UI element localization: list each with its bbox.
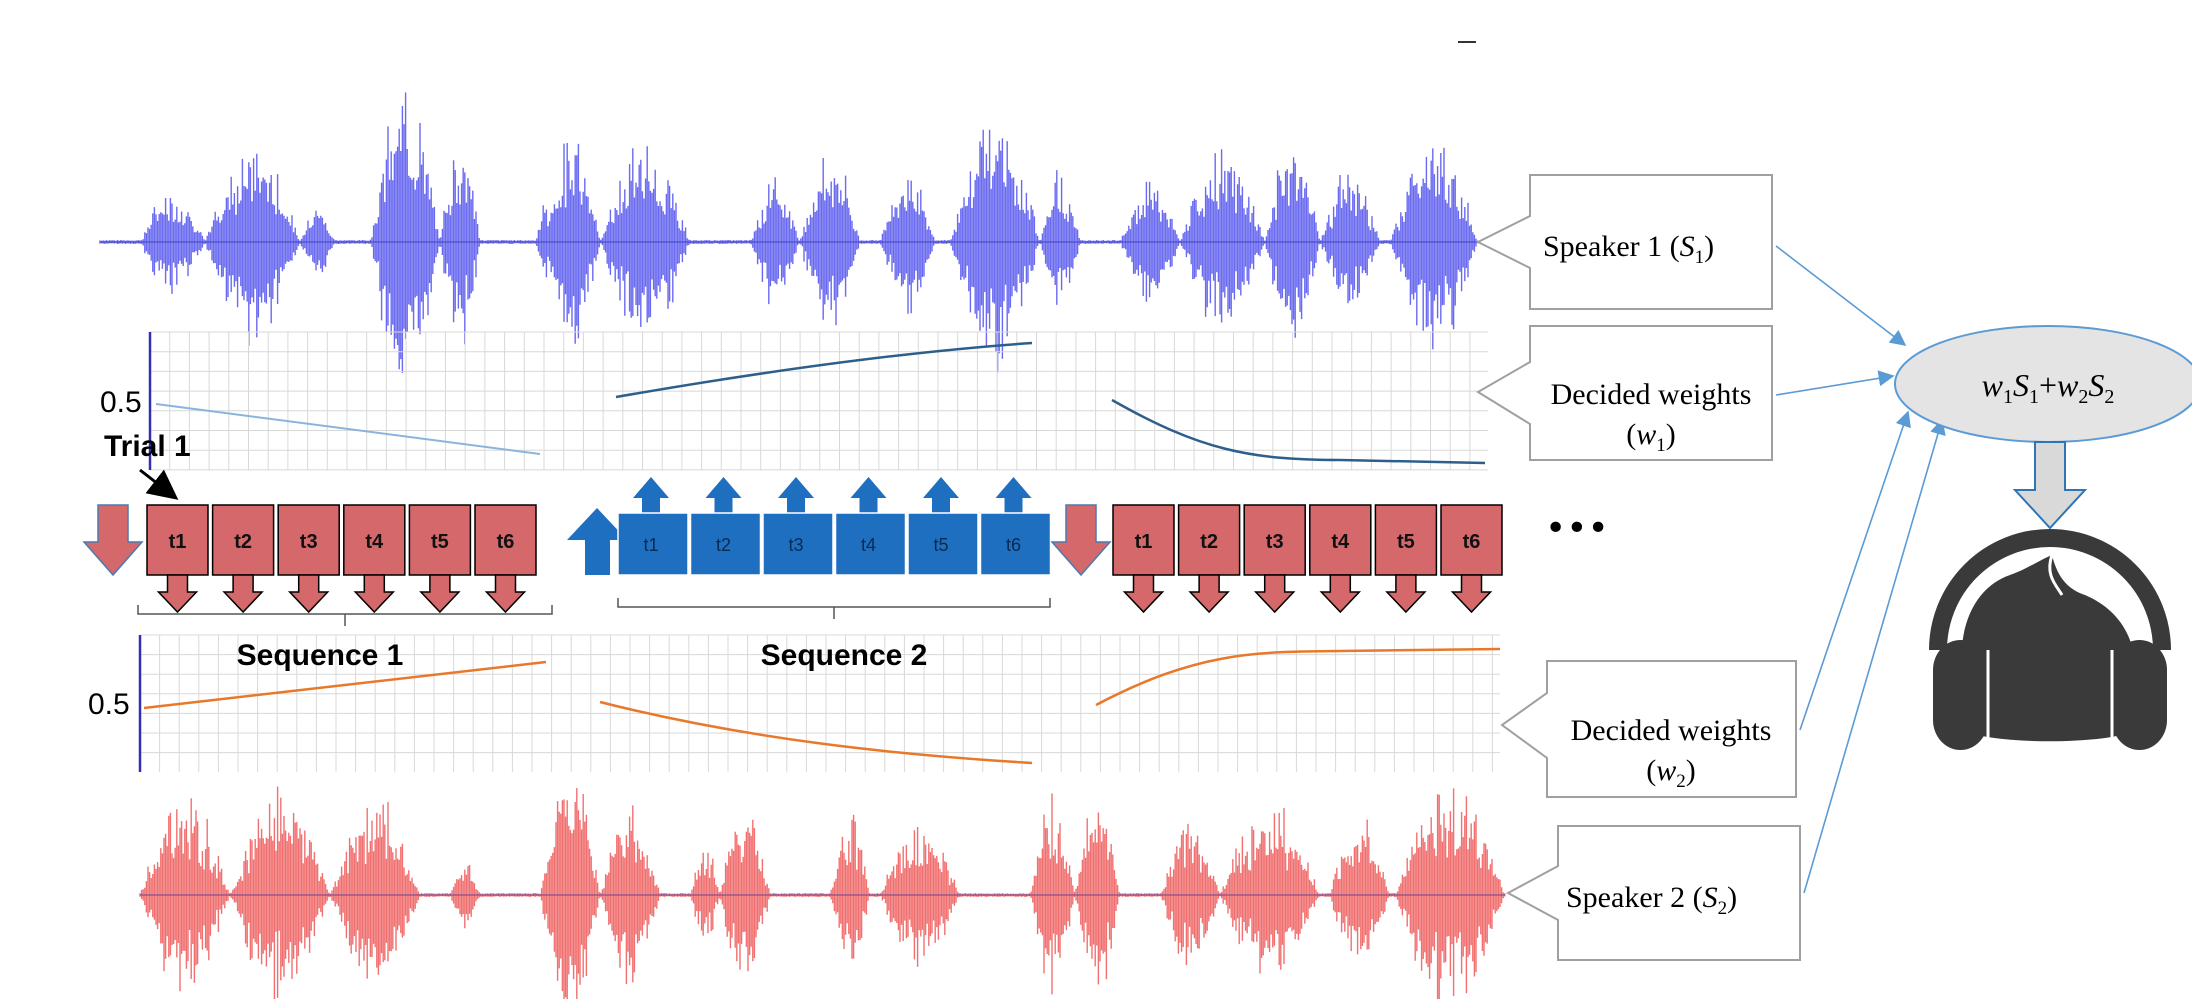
weights2-grid <box>139 634 1500 772</box>
weights1-tick-label: 0.5 <box>100 386 142 419</box>
weights1-callout: Decided weights (w1) <box>1476 325 1773 461</box>
sequence1-label: Sequence 1 <box>237 639 404 672</box>
speaker2-callout: Speaker 2 (S2) <box>1505 825 1801 961</box>
speaker1-callout: Speaker 1 (S1) <box>1475 174 1773 310</box>
weights2-callout: Decided weights (w2) <box>1500 660 1797 798</box>
connector-weights2 <box>1799 410 1911 731</box>
ellipsis: ••• <box>1545 508 1609 549</box>
trial-box-speaker1: t6 <box>1440 504 1503 614</box>
speaker2-waveform <box>139 786 1506 999</box>
trial-box-speaker2: t3 <box>762 477 834 576</box>
trial-box-speaker2: t5 <box>907 477 979 576</box>
trial-row: t1 t2 t3 t4 t5 t6 t1 t2 t3 t4 t5 t6 t1 t2 t3 t4 t5 t6 <box>82 477 1503 614</box>
w1-curve-seq2 <box>615 341 1033 399</box>
sequence1-brace <box>137 605 553 615</box>
sequence2-brace <box>617 598 1051 608</box>
weights1-text: Decided weights <box>1551 378 1752 411</box>
trial-label-5: t5 <box>933 535 948 555</box>
trial-label-1: t1 <box>169 531 187 553</box>
attend-speaker1-cue-arrow <box>1050 504 1112 577</box>
trial-label-3: t3 <box>1266 531 1284 553</box>
trial-box-speaker1: t5 <box>408 504 472 614</box>
mixer-output-arrow <box>2012 441 2088 530</box>
trial-label-4: t4 <box>365 531 384 553</box>
trial-label-6: t6 <box>497 531 515 553</box>
weights2-text: Decided weights <box>1571 714 1772 747</box>
attend-speaker1-cue-arrow <box>82 504 144 577</box>
trial-label-2: t2 <box>1200 531 1218 553</box>
trial-box-speaker1: t1 <box>1112 504 1175 614</box>
trial-box-speaker1: t6 <box>474 504 537 614</box>
listener-headphones-icon <box>1929 529 2171 750</box>
trial-box-speaker1: t3 <box>277 504 340 614</box>
connector-speaker1 <box>1775 245 1907 346</box>
w2-curve-seq1 <box>143 660 547 710</box>
speaker2-text: Speaker 2 (S2) <box>1566 881 1737 919</box>
connector-speaker2 <box>1803 418 1946 894</box>
trial-label-1: t1 <box>643 535 658 555</box>
trial-box-speaker1: t5 <box>1374 504 1438 614</box>
trial-box-speaker1: t2 <box>211 504 275 614</box>
weights1-grid <box>149 331 1488 471</box>
w2-curve-seq3 <box>1095 647 1501 707</box>
trial-box-speaker1: t1 <box>146 504 209 614</box>
w1-curve-seq1 <box>155 403 541 455</box>
trial-label-3: t3 <box>788 535 803 555</box>
trial-label-3: t3 <box>300 531 318 553</box>
trial-box-speaker2: t6 <box>979 477 1052 576</box>
sequence2-label: Sequence 2 <box>761 639 928 672</box>
trial-label-4: t4 <box>1331 531 1350 553</box>
trial-label-1: t1 <box>1135 531 1153 553</box>
mixture-formula: w1S1+w2S2 <box>1982 367 2115 408</box>
weights2-var: (w2) <box>1646 754 1696 792</box>
trial-box-speaker1: t4 <box>1309 504 1372 614</box>
mixture-node: w1S1+w2S2 <box>1894 325 2192 443</box>
connector-weights1 <box>1775 370 1895 396</box>
trial-label-5: t5 <box>1397 531 1415 553</box>
trial-pointer-arrow <box>139 468 179 500</box>
trial-label-6: t6 <box>1006 535 1021 555</box>
trial-label-5: t5 <box>431 531 449 553</box>
speaker1-text: Speaker 1 (S1) <box>1543 230 1714 268</box>
trial-box-speaker1: t4 <box>343 504 406 614</box>
trial-box-speaker2: t4 <box>834 477 907 576</box>
trial-label-2: t2 <box>234 531 252 553</box>
trial-label: Trial 1 <box>104 430 191 463</box>
weights2-tick-label: 0.5 <box>88 688 130 721</box>
trial-box-speaker1: t3 <box>1243 504 1306 614</box>
weights1-var: (w1) <box>1626 418 1676 456</box>
w2-curve-seq2 <box>599 700 1033 765</box>
trial-label-4: t4 <box>861 535 876 555</box>
trial-box-speaker2: t1 <box>617 477 689 576</box>
trial-box-speaker1: t2 <box>1177 504 1241 614</box>
trial-label-2: t2 <box>716 535 731 555</box>
w1-curve-seq3 <box>1111 398 1486 465</box>
speaker1-waveform <box>99 92 1479 373</box>
trial-label-6: t6 <box>1463 531 1481 553</box>
trial-box-speaker2: t2 <box>689 477 762 576</box>
attend-speaker2-cue-arrow <box>567 508 627 575</box>
